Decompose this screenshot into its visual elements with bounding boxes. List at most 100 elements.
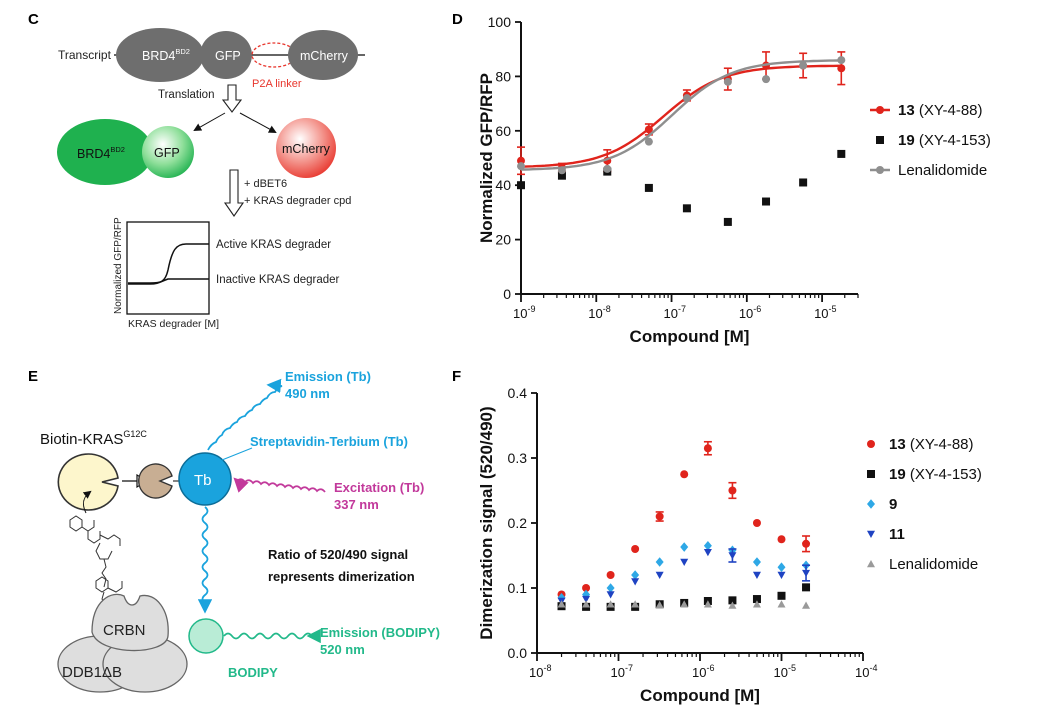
data-point: [728, 486, 737, 495]
inset-inactive-label: Inactive KRAS degrader: [216, 274, 340, 286]
y-tick-label: 20: [495, 232, 511, 248]
data-point: [655, 571, 664, 579]
x-axis-label: Compound [M]: [630, 327, 750, 346]
treatment-dbet6: + dBET6: [244, 178, 287, 190]
panel-d-letter: D: [452, 11, 463, 28]
legend-marker: [876, 106, 884, 114]
y-tick-label: 60: [495, 123, 511, 139]
excitation-wave: [233, 477, 326, 493]
data-point: [837, 64, 846, 73]
y-axis-label: Dimerization signal (520/490): [477, 406, 496, 639]
excitation-label: Excitation (Tb): [334, 480, 424, 495]
fit-curve: [520, 64, 842, 168]
fit-curve: [520, 59, 842, 171]
inset-inactive-curve: [128, 278, 209, 285]
data-point: [655, 600, 664, 609]
data-point: [644, 125, 653, 134]
legend-label: Lenalidomide: [889, 556, 978, 573]
series-13: [557, 440, 811, 599]
chart-f: 0.0 0.1 0.2 0.3 0.4 10-8 10-7 10-6 10-5 10-4 Compo…: [477, 385, 982, 705]
data-point: [557, 166, 566, 175]
data-point: [703, 549, 712, 557]
molecule-to-kras-arrow: [82, 490, 92, 514]
legend-marker: [876, 166, 884, 174]
data-point: [582, 595, 591, 604]
series-lenalidomide: [557, 600, 811, 609]
legend-label: 13 (XY-4-88): [889, 436, 974, 453]
data-point: [582, 589, 591, 600]
data-point: [631, 545, 640, 553]
data-point: [644, 183, 653, 192]
data-point: [680, 470, 689, 479]
panel-f: F 0.0 0.1 0.2 0.3 0.4 10-8 10-7 10-6 10-5 10-4 Com…: [452, 368, 982, 705]
data-point: [582, 584, 591, 592]
data-point: [517, 162, 525, 171]
data-point: [762, 75, 771, 84]
y-tick-label: 80: [495, 68, 511, 84]
data-point: [680, 600, 689, 608]
panel-c-letter: C: [28, 11, 39, 28]
brd4-protein-shape: [57, 119, 153, 185]
panel-f-letter: F: [452, 368, 461, 385]
data-point: [799, 178, 808, 187]
data-point: [680, 558, 689, 566]
series-13: [517, 51, 846, 176]
data-point: [557, 592, 566, 603]
panel-c: C Transcript BRD4BD2 GFP mCherry P2A lin…: [28, 11, 365, 330]
y-axis-label: Normalized GFP/RFP: [477, 73, 496, 243]
excitation-nm: 337 nm: [334, 497, 379, 512]
strep-tb-pointer: [221, 447, 253, 461]
data-point: [644, 137, 653, 146]
data-point: [703, 600, 712, 608]
y-tick-label: 0: [503, 286, 511, 302]
gfp-transcript-shape: [200, 31, 252, 79]
data-point: [606, 571, 615, 579]
data-point: [777, 571, 786, 579]
x-tick-label: 10-9: [513, 304, 535, 321]
data-point: [799, 61, 808, 70]
brd4-transcript-shape: [116, 28, 204, 82]
legend-marker: [867, 560, 875, 568]
ratio-line-1: Ratio of 520/490 signal: [268, 547, 408, 562]
data-point: [752, 600, 761, 608]
panel-d: D 0 20 40 60 80 100 10-9 10-8 10-7 10-6 10-5 Compou…: [452, 11, 991, 346]
data-point: [837, 56, 846, 65]
data-point: [777, 591, 786, 600]
data-point: [631, 570, 640, 580]
data-point: [703, 444, 712, 453]
legend: 13 (XY-4-88) 19 (XY-4-153) 9 11 Lenalidomide: [867, 436, 982, 573]
data-point: [606, 600, 615, 608]
legend-marker: [867, 470, 875, 478]
data-point: [777, 600, 786, 608]
biotin-kras-label: Biotin-KRASG12C: [40, 429, 147, 448]
data-point: [728, 552, 737, 560]
data-point: [752, 595, 761, 604]
data-point: [703, 540, 712, 551]
data-point: [728, 596, 737, 605]
panel-e-letter: E: [28, 368, 38, 385]
emission-tb-wave: [207, 378, 283, 451]
tb-shape: [178, 452, 232, 506]
y-tick-label: 0.3: [508, 450, 528, 466]
y-tick-label: 0.2: [508, 515, 528, 531]
y-tick-label: 0.0: [508, 645, 528, 661]
streptavidin-tb-label: Streptavidin-Terbium (Tb): [250, 434, 408, 449]
mcherry-protein-shape: [276, 118, 336, 178]
crbn-shape: [91, 593, 169, 652]
legend-label: 19 (XY-4-153): [889, 466, 982, 483]
data-point: [777, 535, 786, 544]
data-point: [557, 171, 566, 180]
legend-marker: [867, 499, 875, 509]
data-point: [517, 181, 525, 190]
series-19: [517, 149, 846, 226]
data-point: [631, 600, 640, 608]
data-point: [606, 583, 615, 593]
legend: 13 (XY-4-88) 19 (XY-4-153) Lenalidomide: [870, 102, 991, 179]
data-point: [752, 519, 761, 527]
legend-label: 11: [889, 526, 905, 543]
legend-marker: [867, 530, 875, 538]
data-point: [557, 600, 566, 608]
y-tick-label: 0.1: [508, 580, 528, 596]
crbn-label: CRBN: [103, 622, 146, 639]
